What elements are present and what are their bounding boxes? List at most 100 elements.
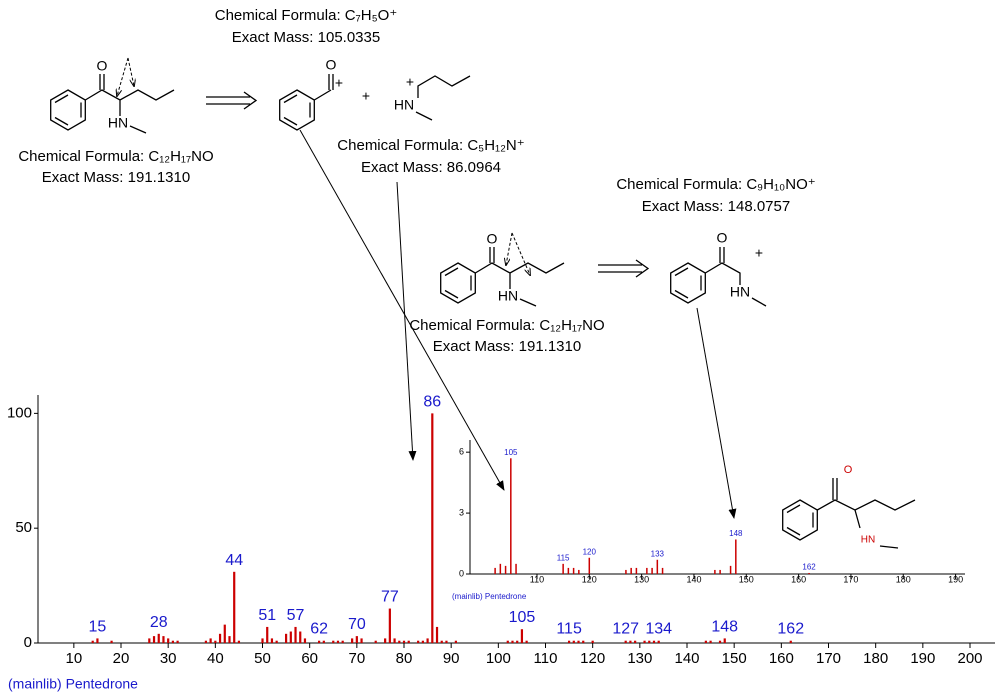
exact-mass: Exact Mass: 148.0757 <box>642 198 790 215</box>
peak <box>214 640 217 643</box>
peak <box>167 638 170 643</box>
reaction-arrow <box>206 91 258 110</box>
y-tick-label: 0 <box>24 634 32 651</box>
atom-label: O <box>844 464 853 476</box>
peak <box>591 640 594 643</box>
peak-label: 105 <box>509 609 536 626</box>
peak <box>578 569 580 574</box>
atom-label: O <box>97 58 108 74</box>
peak <box>110 640 113 643</box>
structure-reactant: O HN <box>50 58 175 134</box>
peak <box>624 640 627 643</box>
peak <box>228 636 231 643</box>
x-tick-label: 160 <box>791 574 806 584</box>
peak <box>341 640 344 643</box>
x-tick-label: 60 <box>301 650 318 667</box>
peak <box>630 567 632 574</box>
structure-reactant: O HN <box>440 231 565 307</box>
peak <box>407 640 410 643</box>
peak <box>204 640 208 643</box>
atom-label: O <box>326 57 337 73</box>
peak-label: 28 <box>150 614 168 631</box>
x-tick-label: 190 <box>948 574 963 584</box>
x-tick-label: 180 <box>896 574 911 584</box>
peak <box>402 640 406 643</box>
peak <box>572 567 575 574</box>
peak-label: 162 <box>802 562 816 571</box>
peak-label: 162 <box>777 621 804 638</box>
peak <box>299 631 302 643</box>
x-tick-label: 10 <box>66 650 83 667</box>
structure-inset: O HN <box>782 464 916 549</box>
peak <box>520 629 524 643</box>
peak-label: 148 <box>729 529 743 538</box>
peak <box>176 640 179 643</box>
x-tick-label: 200 <box>957 650 982 667</box>
y-tick-label: 0 <box>459 568 464 578</box>
formula: Chemical Formula: C₇H₅O⁺ <box>215 7 397 24</box>
peak <box>516 640 519 643</box>
peak-label: 77 <box>381 589 399 606</box>
peak <box>651 567 653 574</box>
peak <box>284 633 288 643</box>
peak <box>431 413 434 643</box>
peak-label: 115 <box>556 621 582 638</box>
peak <box>494 567 496 574</box>
peak <box>789 640 792 643</box>
x-tick-label: 150 <box>722 650 747 667</box>
peak <box>426 638 429 643</box>
peak <box>96 638 99 643</box>
atom-label: + <box>335 75 343 91</box>
x-tick-label: 120 <box>580 650 605 667</box>
peak <box>562 563 564 574</box>
peak <box>440 640 443 643</box>
peak-label: 115 <box>557 553 570 562</box>
x-tick-label: 50 <box>254 650 271 667</box>
atom-label: O <box>487 231 498 247</box>
peak <box>652 640 656 643</box>
peak <box>646 567 648 574</box>
x-tick-label: 80 <box>396 650 413 667</box>
peak <box>511 640 514 643</box>
peak <box>374 640 377 643</box>
atom-label: HN <box>108 115 128 131</box>
peak <box>629 640 632 643</box>
peak <box>445 640 448 643</box>
peak <box>421 640 424 643</box>
x-tick-label: 100 <box>486 650 511 667</box>
peak <box>417 640 420 643</box>
peak <box>572 640 575 643</box>
peak <box>289 631 292 643</box>
peak <box>625 569 627 574</box>
peak-label: 120 <box>583 547 597 556</box>
peak-label: 57 <box>287 607 305 624</box>
exact-mass: Exact Mass: 105.0335 <box>232 29 380 46</box>
atom-label: HN <box>730 284 750 300</box>
pointer-arrow <box>696 307 737 519</box>
peak <box>506 640 509 643</box>
peak <box>657 640 660 643</box>
peak <box>567 640 571 643</box>
peak-label: 133 <box>651 549 665 558</box>
peak <box>510 458 512 574</box>
peak-label: 70 <box>348 616 366 633</box>
peak <box>661 567 664 574</box>
exact-mass: Exact Mass: 86.0964 <box>361 159 501 176</box>
peak <box>723 638 726 643</box>
peak <box>634 640 637 643</box>
peak <box>525 640 528 643</box>
structure-fragment: + HN <box>394 74 471 121</box>
peak <box>360 638 363 643</box>
reaction-arrow <box>598 259 650 278</box>
x-tick-label: 130 <box>627 650 652 667</box>
spectrum: 0 3 6 110 120 130 140 150 160 170 180 190 105 115 120 1… <box>452 440 965 601</box>
peak <box>223 624 226 643</box>
exact-mass: Exact Mass: 191.1310 <box>42 169 190 186</box>
plus-sign: + <box>362 88 370 104</box>
peak <box>303 638 307 643</box>
x-axis-label: (mainlib) Pentedrone <box>452 592 527 601</box>
x-tick-label: 150 <box>739 574 754 584</box>
x-tick-label: 30 <box>160 650 177 667</box>
x-tick-label: 140 <box>674 650 699 667</box>
